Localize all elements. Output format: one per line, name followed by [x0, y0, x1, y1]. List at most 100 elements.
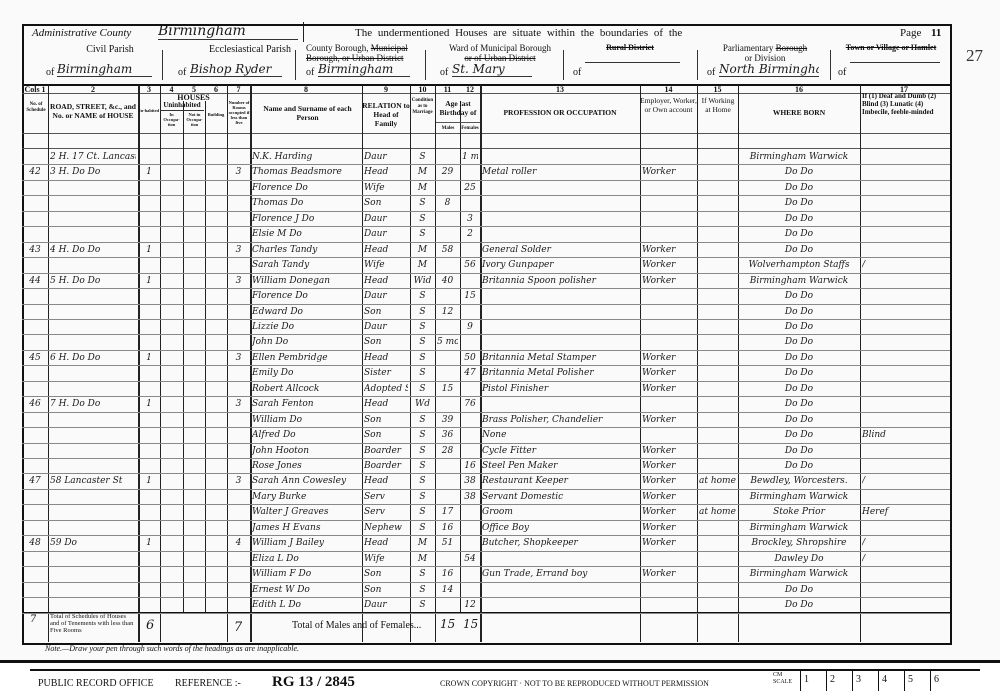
- cell-emp: [642, 196, 695, 211]
- cell-name: Florence Do: [252, 291, 308, 302]
- cell-m: [437, 474, 458, 489]
- county-borough-label: County Borough, Municipal Borough, or Ur…: [306, 43, 408, 63]
- col-employer-header: Employer, Worker, or Own account: [640, 96, 697, 114]
- eccl-parish-label: Ecclesiastical Parish: [209, 44, 291, 55]
- cell-f: 56: [464, 260, 476, 271]
- cell-cond: S: [419, 368, 426, 379]
- cell-sched: [24, 258, 46, 273]
- cell-occ: Metal roller: [482, 167, 537, 178]
- rooms-total: 7: [234, 620, 243, 635]
- cell-cond: S: [419, 584, 426, 595]
- cell-home: [699, 258, 736, 273]
- cell-born: Do Do: [784, 291, 814, 302]
- cell-rooms: [229, 305, 248, 320]
- cell-rel: Serv: [364, 507, 385, 518]
- cell-sched: [24, 366, 46, 381]
- cell-sched: 43: [29, 244, 41, 255]
- col-schedule-header: No. of Schedule: [26, 102, 46, 113]
- schedules-total: 7: [30, 614, 37, 625]
- cell-home: [699, 181, 736, 196]
- cell-addr: [50, 444, 136, 459]
- cell-emp: Worker: [642, 414, 676, 425]
- cell-m: 17: [441, 507, 454, 518]
- cell-rel: Son: [364, 337, 382, 348]
- col-name-header: Name and Surname of each Person: [263, 104, 352, 122]
- cell-inf: [862, 181, 946, 196]
- column-number: 3: [147, 85, 151, 94]
- civil-parish-label: Civil Parish: [86, 44, 134, 55]
- cell-emp: [642, 583, 695, 598]
- cell-m: 8: [444, 198, 451, 209]
- col-females-header: Females: [461, 126, 479, 131]
- cell-born: Birmingham Warwick: [749, 569, 849, 580]
- col-at-home-header: If Working at Home: [701, 96, 735, 114]
- cell-rooms: [229, 428, 248, 443]
- cell-rel: Son: [364, 414, 382, 425]
- col-males-header: Males: [441, 126, 455, 131]
- page-number: 11: [931, 27, 942, 39]
- cell-sched: [24, 459, 46, 474]
- cell-occ: [482, 320, 638, 335]
- cell-name: James H Evans: [252, 522, 321, 533]
- cell-f: [462, 382, 478, 397]
- cell-rel: Serv: [364, 491, 385, 502]
- cell-rooms: 3: [235, 244, 242, 255]
- cell-inh: [140, 552, 158, 567]
- cell-sched: 45: [29, 352, 41, 363]
- cell-addr: [50, 289, 136, 304]
- cell-inh: 1: [146, 538, 152, 549]
- cell-inh: [140, 196, 158, 211]
- cell-home: [699, 227, 736, 242]
- col-uninhabited-header: Uninhabited: [160, 101, 204, 111]
- ward-value: St. Mary: [452, 62, 532, 77]
- col-address-header: ROAD, STREET, &c., and No. or NAME of HO…: [50, 102, 136, 120]
- cell-m: [437, 150, 458, 165]
- cell-sched: [24, 150, 46, 165]
- cell-name: Edward Do: [252, 306, 303, 317]
- cell-occ: [482, 227, 638, 242]
- cell-cond: M: [417, 167, 428, 178]
- footer-copyright: CROWN COPYRIGHT · NOT TO BE REPRODUCED W…: [440, 679, 709, 688]
- cell-rel: Head: [364, 399, 389, 410]
- cell-inh: [140, 428, 158, 443]
- cell-emp: [642, 289, 695, 304]
- scale-mark: 2: [826, 669, 852, 691]
- cell-born: Do Do: [784, 445, 814, 456]
- cell-rel: Daur: [364, 291, 387, 302]
- cell-inf: [862, 274, 946, 289]
- cell-sched: [24, 196, 46, 211]
- cell-inf: [862, 165, 946, 180]
- cell-home: [699, 165, 736, 180]
- cell-inf: [862, 521, 946, 536]
- cell-emp: [642, 150, 695, 165]
- cell-occ: [482, 335, 638, 350]
- cell-rel: Daur: [364, 152, 387, 162]
- column-number: 5: [192, 85, 196, 94]
- cell-cond: S: [419, 476, 426, 487]
- cell-born: Do Do: [784, 306, 814, 317]
- cell-f: [462, 536, 478, 551]
- cell-m: [437, 598, 458, 613]
- cell-inh: [140, 521, 158, 536]
- cell-rel: Adopted Son: [364, 383, 408, 394]
- cell-inh: [140, 382, 158, 397]
- cell-rooms: [229, 552, 248, 567]
- cell-name: Charles Tandy: [252, 244, 318, 255]
- cell-occ: Groom: [482, 507, 513, 518]
- cell-inh: 1: [146, 275, 152, 286]
- cell-home: [699, 413, 736, 428]
- cell-f: 76: [464, 399, 476, 410]
- cell-rel: Head: [364, 275, 389, 286]
- cell-rel: Head: [364, 352, 389, 363]
- admin-county-label: Administrative County: [32, 27, 132, 39]
- cell-sched: [24, 335, 46, 350]
- cell-sched: 42: [29, 167, 41, 178]
- column-number: 10: [418, 85, 427, 94]
- cell-m: [437, 258, 458, 273]
- cell-name: Thomas Beadsmore: [252, 167, 342, 178]
- cell-rooms: 4: [235, 538, 242, 549]
- cell-inf: [862, 196, 946, 211]
- cell-f: 3: [467, 213, 473, 224]
- cell-rel: Head: [364, 244, 389, 255]
- cell-inf: [862, 289, 946, 304]
